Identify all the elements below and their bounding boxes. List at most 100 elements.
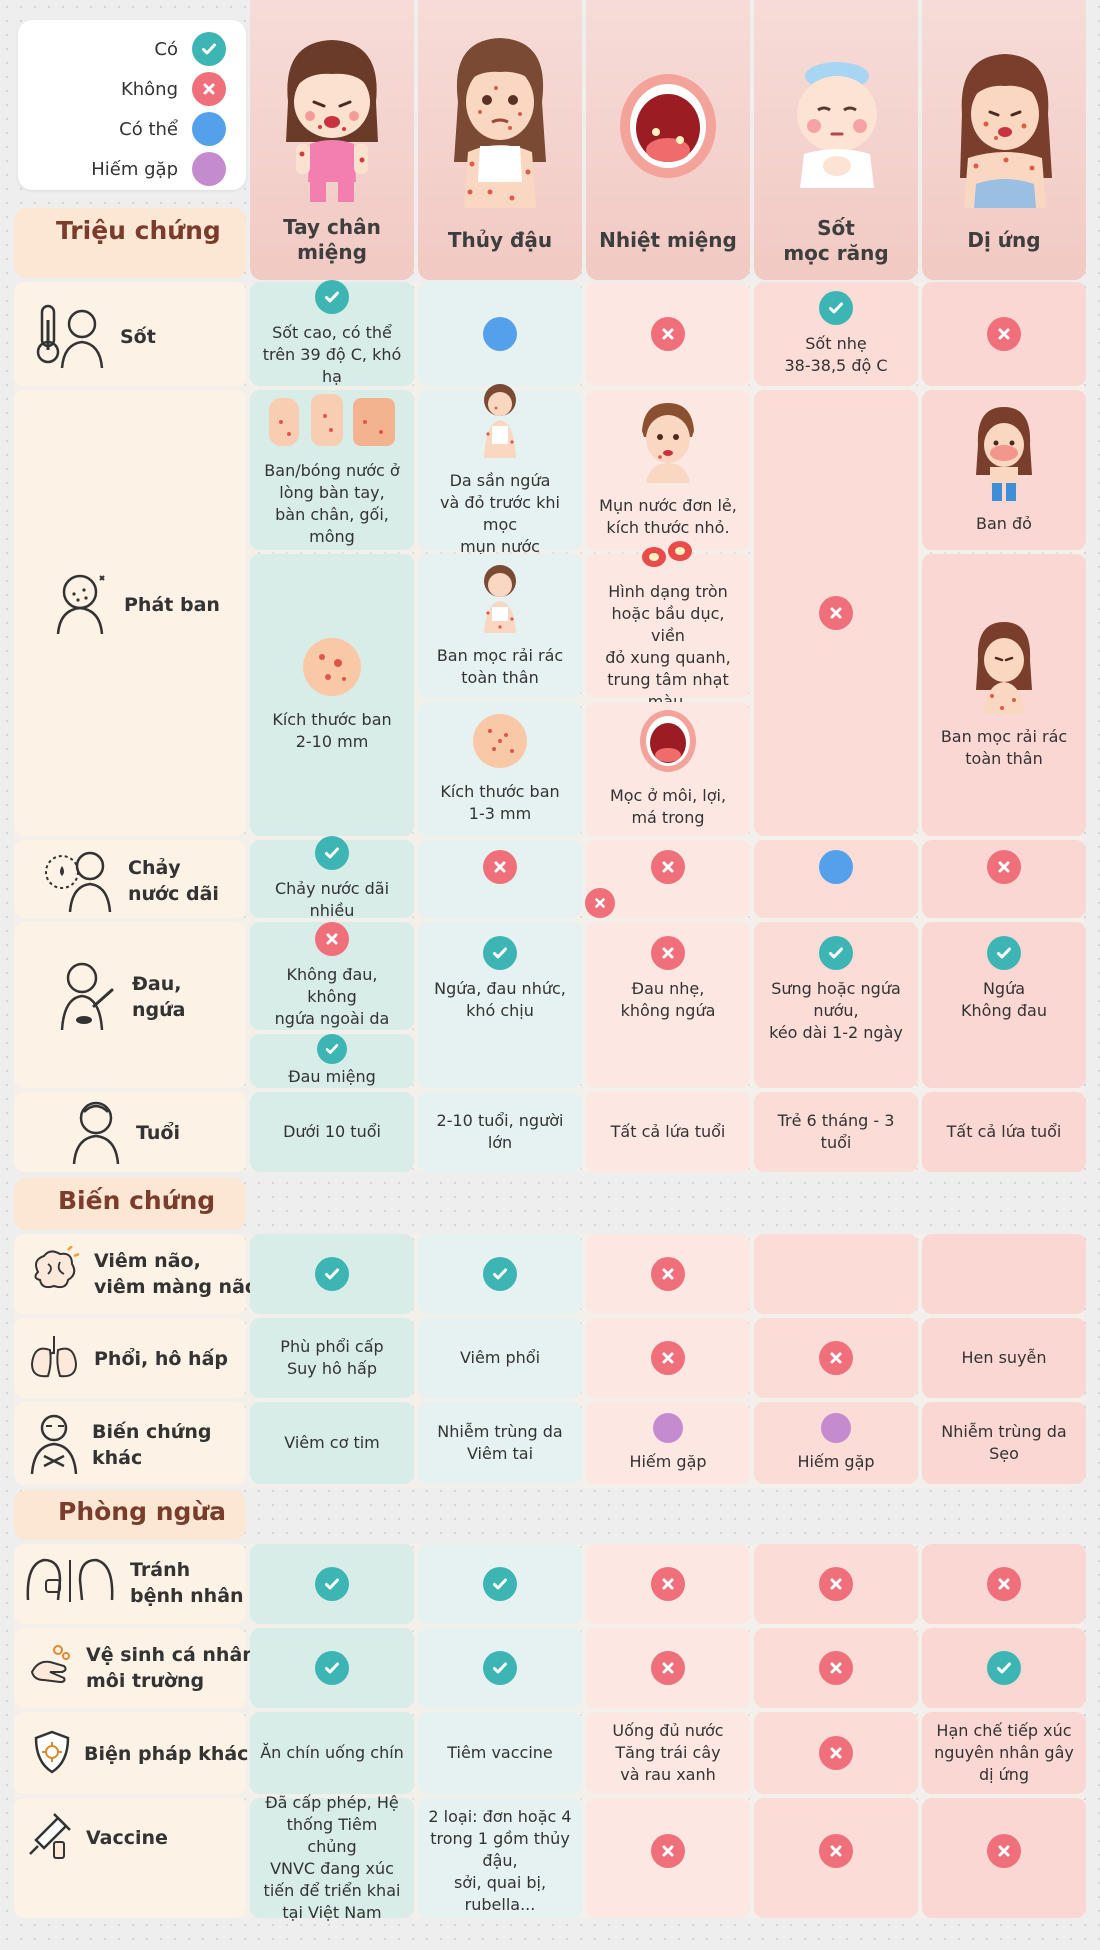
cross-icon xyxy=(987,317,1021,351)
cell-pain-canker: Đau nhẹ, không ngứa xyxy=(586,922,750,1088)
cell-text: Mụn nước đơn lẻ, kích thước nhỏ. xyxy=(599,496,737,537)
check-icon xyxy=(483,1651,517,1685)
disease-header-3: Nhiệt miệng xyxy=(586,215,750,265)
lungs-icon xyxy=(28,1334,80,1384)
cell-rash-teething xyxy=(754,390,918,836)
cell-text: Nhiễm trùng da Sẹo xyxy=(941,1422,1067,1463)
cell-pain-teething: Sưng hoặc ngứa nướu, kéo dài 1-2 ngày xyxy=(754,922,918,1088)
cross-icon xyxy=(651,1341,685,1375)
row-label-cell-avoid xyxy=(14,1544,246,1624)
cell-text: Sưng hoặc ngứa nướu, kéo dài 1-2 ngày xyxy=(769,979,903,1042)
cell-measures-teething xyxy=(754,1712,918,1794)
cross-icon xyxy=(651,936,685,970)
cell-othercomp-hfmd: Viêm cơ tim xyxy=(250,1402,414,1484)
row-label-pain: Đau, ngứa xyxy=(58,960,185,1034)
check-icon xyxy=(483,936,517,970)
cell-text: Sốt nhẹ 38-38,5 độ C xyxy=(784,334,888,375)
cell-measures-chickenpox: Tiêm vaccine xyxy=(418,1712,582,1794)
disease-name: Dị ứng xyxy=(967,227,1041,252)
cell-text: Đau nhẹ, không ngứa xyxy=(620,979,716,1020)
section-title-complications: Biến chứng xyxy=(58,1186,216,1215)
cell-rash-allergy-a: Ban đỏ xyxy=(922,390,1086,550)
dot-icon xyxy=(192,152,226,186)
syringe-icon xyxy=(24,1812,72,1864)
row-label-cell-fever xyxy=(14,282,246,386)
cell-drool-chickenpox xyxy=(418,840,582,918)
allergy-child-illustration xyxy=(972,620,1036,718)
person-icon xyxy=(70,1098,122,1168)
row-label-text: Vệ sinh cá nhân, môi trường xyxy=(86,1644,264,1692)
rash-face-icon xyxy=(54,570,110,640)
cell-hygiene-allergy xyxy=(922,1628,1086,1708)
open-mouth-icon xyxy=(638,709,698,777)
chickenpox-girl-illustration xyxy=(440,32,560,208)
legend-label: Không xyxy=(120,78,178,100)
cell-text: Ban đỏ xyxy=(976,514,1032,533)
row-label-text: Đau, ngứa xyxy=(132,973,186,1021)
cell-rash-hfmd-a: Ban/bóng nước ở lòng bàn tay, bàn chân, … xyxy=(250,390,414,550)
cell-drool-teething xyxy=(754,840,918,918)
row-label-fever: Sốt xyxy=(34,300,156,374)
check-icon xyxy=(315,1567,349,1601)
cell-hygiene-canker xyxy=(586,1628,750,1708)
sick-person-icon xyxy=(30,1412,78,1478)
cell-lung-teething xyxy=(754,1318,918,1398)
cell-text: Hen suyễn xyxy=(961,1348,1047,1367)
row-label-text: Viêm não, viêm màng não xyxy=(94,1250,258,1298)
cell-text: 2-10 tuổi, người lớn xyxy=(436,1111,564,1152)
row-label-text: Biến chứng khác xyxy=(92,1421,212,1469)
check-icon xyxy=(315,836,349,870)
cell-text: Sốt cao, có thể trên 39 độ C, khó hạ xyxy=(262,323,402,386)
dot-icon xyxy=(819,850,853,884)
cross-icon xyxy=(651,1834,685,1868)
cell-hygiene-chickenpox xyxy=(418,1628,582,1708)
legend-item-yes: Có xyxy=(154,32,226,66)
row-label-text: Vaccine xyxy=(86,1827,168,1849)
cell-text: Tiêm vaccine xyxy=(447,1743,553,1762)
cell-rash-chickenpox-a: Da sần ngứa và đỏ trước khi mọc mụn nước xyxy=(418,384,582,556)
cell-rash-canker-c: Mọc ở môi, lợi, má trong xyxy=(586,702,750,836)
brain-icon xyxy=(28,1245,80,1302)
cell-fever-hfmd: Sốt cao, có thể trên 39 độ C, khó hạ xyxy=(250,280,414,386)
cell-rash-canker-a: Mụn nước đơn lẻ, kích thước nhỏ. xyxy=(586,390,750,550)
thermometer-person-icon xyxy=(34,300,106,374)
row-label-avoid: Tránh bệnh nhân xyxy=(24,1556,244,1610)
cell-text: Viêm phổi xyxy=(459,1348,541,1367)
cell-avoid-chickenpox xyxy=(418,1544,582,1624)
cell-brain-allergy xyxy=(922,1234,1086,1314)
cell-brain-hfmd xyxy=(250,1234,414,1314)
check-icon xyxy=(317,1034,347,1064)
disease-name: Sốt mọc răng xyxy=(783,216,889,265)
cell-avoid-allergy xyxy=(922,1544,1086,1624)
cell-avoid-canker xyxy=(586,1544,750,1624)
row-label-text: Tuổi xyxy=(136,1122,180,1144)
hfmd-girl-illustration xyxy=(270,32,394,208)
cross-icon xyxy=(315,922,349,956)
cell-text: Da sần ngứa và đỏ trước khi mọc mụn nước xyxy=(440,471,560,556)
legend-label: Hiếm gặp xyxy=(91,158,178,180)
cell-vaccine-canker xyxy=(586,1798,750,1918)
cell-rash-allergy-b: Ban mọc rải rác toàn thân xyxy=(922,554,1086,836)
cell-othercomp-chickenpox: Nhiễm trùng da Viêm tai xyxy=(418,1402,582,1484)
legend-item-rare: Hiếm gặp xyxy=(91,152,226,186)
cross-icon xyxy=(819,1651,853,1685)
cell-text: Kích thước ban 2-10 mm xyxy=(272,710,392,751)
cross-icon xyxy=(651,1651,685,1685)
cell-vaccine-allergy xyxy=(922,1798,1086,1918)
cell-pain-chickenpox: Ngứa, đau nhức, khó chịu xyxy=(418,922,582,1088)
cross-icon xyxy=(987,1834,1021,1868)
legend-item-no: Không xyxy=(121,72,226,106)
cell-lung-allergy: Hen suyễn xyxy=(922,1318,1086,1398)
cell-fever-allergy xyxy=(922,282,1086,386)
cell-pain-allergy: Ngứa Không đau xyxy=(922,922,1086,1088)
child-rash-illustration xyxy=(478,563,522,637)
cell-othercomp-canker: Hiếm gặp xyxy=(586,1402,750,1484)
cell-text: 2 loại: đơn hoặc 4 trong 1 gồm thủy đậu,… xyxy=(428,1807,572,1914)
mask-person-icon xyxy=(24,1556,116,1610)
cell-avoid-teething xyxy=(754,1544,918,1624)
cell-text: Ban mọc rải rác toàn thân xyxy=(940,727,1068,768)
legend: Có Không Có thể Hiếm gặp xyxy=(18,20,246,190)
row-label-cell-lung xyxy=(14,1318,246,1398)
cross-icon xyxy=(987,850,1021,884)
cell-age-allergy: Tất cả lứa tuổi xyxy=(922,1092,1086,1172)
